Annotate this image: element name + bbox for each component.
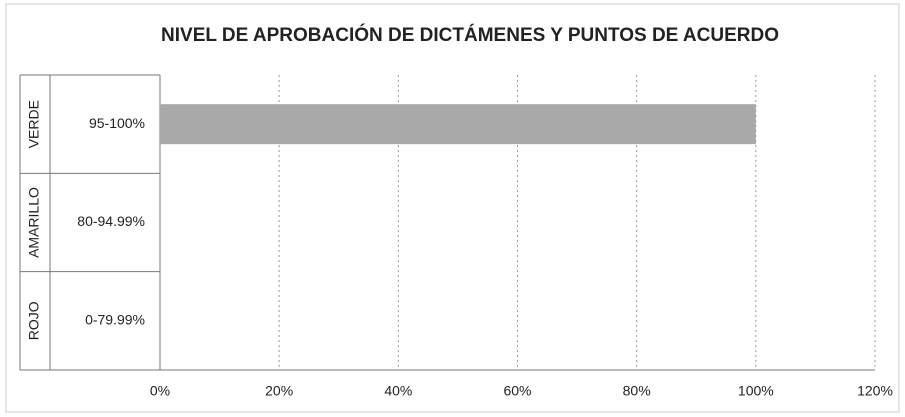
x-tick-label: 120% (857, 383, 893, 399)
group-label: VERDE (26, 100, 42, 148)
chart-title: NIVEL DE APROBACIÓN DE DICTÁMENES Y PUNT… (161, 24, 779, 46)
bar (160, 104, 756, 145)
x-tick-label: 40% (384, 383, 412, 399)
group-label: AMARILLO (26, 187, 42, 258)
y-tick-label: 95-100% (89, 115, 145, 131)
y-tick-label: 0-79.99% (85, 312, 145, 328)
x-tick-label: 100% (738, 383, 774, 399)
x-tick-label: 60% (503, 383, 531, 399)
group-label: ROJO (26, 301, 42, 340)
chart-border (5, 3, 900, 413)
y-tick-label: 80-94.99% (77, 213, 145, 229)
x-tick-label: 20% (265, 383, 293, 399)
x-tick-label: 80% (623, 383, 651, 399)
x-tick-label: 0% (150, 383, 170, 399)
